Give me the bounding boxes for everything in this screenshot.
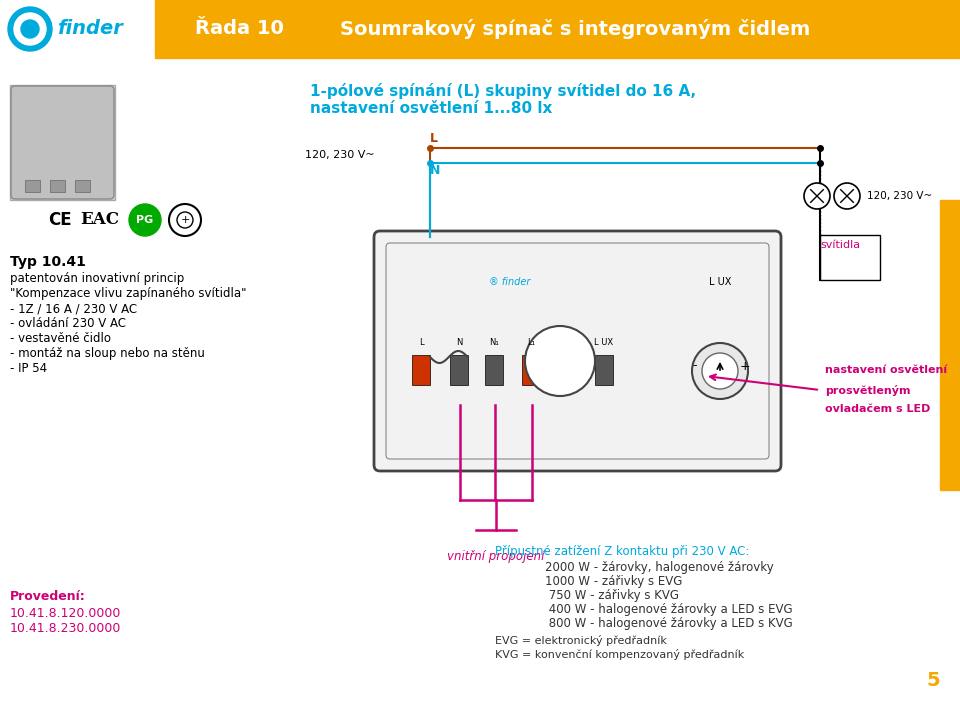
Text: Provedení:: Provedení: bbox=[10, 590, 85, 603]
Bar bbox=[522, 355, 540, 385]
Text: - vestavěné čidlo: - vestavěné čidlo bbox=[10, 332, 111, 345]
Text: 800 W - halogenové žárovky a LED s KVG: 800 W - halogenové žárovky a LED s KVG bbox=[545, 617, 793, 630]
Text: KVG = konvenční kompenzovaný předřadník: KVG = konvenční kompenzovaný předřadník bbox=[495, 649, 744, 660]
Text: svítidla: svítidla bbox=[820, 240, 860, 250]
Text: vnitřní propojení: vnitřní propojení bbox=[447, 550, 544, 563]
Circle shape bbox=[8, 7, 52, 51]
Text: 10.41.8.120.0000: 10.41.8.120.0000 bbox=[10, 607, 121, 620]
Text: EAC: EAC bbox=[81, 212, 119, 229]
Bar bbox=[50, 180, 65, 192]
Text: 120, 230 V~: 120, 230 V~ bbox=[305, 150, 374, 160]
Text: ovladačem s LED: ovladačem s LED bbox=[825, 404, 930, 414]
Text: "Kompenzace vlivu zapínaného svítidla": "Kompenzace vlivu zapínaného svítidla" bbox=[10, 287, 247, 300]
Bar bbox=[595, 355, 613, 385]
Text: N₁: N₁ bbox=[490, 338, 499, 347]
FancyBboxPatch shape bbox=[374, 231, 781, 471]
Text: nastavení osvětlení: nastavení osvětlení bbox=[825, 365, 948, 375]
Text: L UX: L UX bbox=[594, 338, 613, 347]
Text: 750 W - zářivky s KVG: 750 W - zářivky s KVG bbox=[545, 589, 679, 602]
FancyBboxPatch shape bbox=[11, 86, 114, 199]
Text: N: N bbox=[456, 338, 462, 347]
Bar bbox=[820, 235, 880, 280]
Circle shape bbox=[129, 204, 161, 236]
Bar bbox=[940, 200, 960, 490]
Bar bbox=[25, 180, 40, 192]
Text: 1000 W - zářivky s EVG: 1000 W - zářivky s EVG bbox=[545, 575, 683, 588]
Text: L UX: L UX bbox=[708, 277, 732, 287]
Bar bbox=[450, 355, 468, 385]
Bar bbox=[485, 355, 503, 385]
Circle shape bbox=[692, 343, 748, 399]
Text: nastavení osvětlení 1...80 lx: nastavení osvětlení 1...80 lx bbox=[310, 101, 552, 116]
Text: ® finder: ® finder bbox=[490, 277, 531, 287]
Bar bbox=[75, 180, 90, 192]
Text: +: + bbox=[180, 215, 190, 225]
Text: finder: finder bbox=[57, 20, 123, 39]
Circle shape bbox=[525, 326, 595, 396]
Text: - 1Z / 16 A / 230 V AC: - 1Z / 16 A / 230 V AC bbox=[10, 302, 137, 315]
Text: -: - bbox=[693, 360, 697, 372]
Text: 1-pólové spínání (L) skupiny svítidel do 16 A,: 1-pólové spínání (L) skupiny svítidel do… bbox=[310, 83, 696, 99]
Text: L: L bbox=[419, 338, 423, 347]
Bar bbox=[10, 85, 115, 200]
Circle shape bbox=[834, 183, 860, 209]
Circle shape bbox=[21, 20, 39, 38]
Text: 120, 230 V~: 120, 230 V~ bbox=[867, 191, 932, 201]
Text: +: + bbox=[740, 360, 751, 372]
Text: Řada 10: Řada 10 bbox=[195, 20, 284, 39]
Text: CE: CE bbox=[48, 211, 72, 229]
Text: Soumrakový spínač s integrovaným čidlem: Soumrakový spínač s integrovaným čidlem bbox=[340, 19, 810, 39]
Text: L: L bbox=[430, 132, 438, 145]
Text: Přípustné zatížení Z kontaktu při 230 V AC:: Přípustné zatížení Z kontaktu při 230 V … bbox=[495, 545, 750, 558]
Text: - ovládání 230 V AC: - ovládání 230 V AC bbox=[10, 317, 126, 330]
Circle shape bbox=[702, 353, 738, 389]
Text: prosvětleným: prosvětleným bbox=[825, 385, 910, 395]
Text: PG: PG bbox=[136, 215, 154, 225]
Text: 400 W - halogenové žárovky a LED s EVG: 400 W - halogenové žárovky a LED s EVG bbox=[545, 603, 793, 616]
Text: patentován inovativní princip: patentován inovativní princip bbox=[10, 272, 184, 285]
Bar bbox=[412, 355, 430, 385]
Circle shape bbox=[14, 13, 46, 45]
Text: L₁: L₁ bbox=[527, 338, 535, 347]
Text: 5: 5 bbox=[926, 670, 940, 690]
Circle shape bbox=[804, 183, 830, 209]
Text: EVG = elektronický předřadník: EVG = elektronický předřadník bbox=[495, 635, 667, 646]
Text: - IP 54: - IP 54 bbox=[10, 362, 47, 375]
Bar bbox=[0, 0, 155, 58]
Text: 10.41.8.230.0000: 10.41.8.230.0000 bbox=[10, 622, 121, 635]
Bar bbox=[155, 0, 960, 58]
Text: 2000 W - žárovky, halogenové žárovky: 2000 W - žárovky, halogenové žárovky bbox=[545, 561, 774, 574]
Text: Typ 10.41: Typ 10.41 bbox=[10, 255, 85, 269]
Text: N: N bbox=[430, 164, 441, 177]
Text: - montáž na sloup nebo na stěnu: - montáž na sloup nebo na stěnu bbox=[10, 347, 204, 360]
